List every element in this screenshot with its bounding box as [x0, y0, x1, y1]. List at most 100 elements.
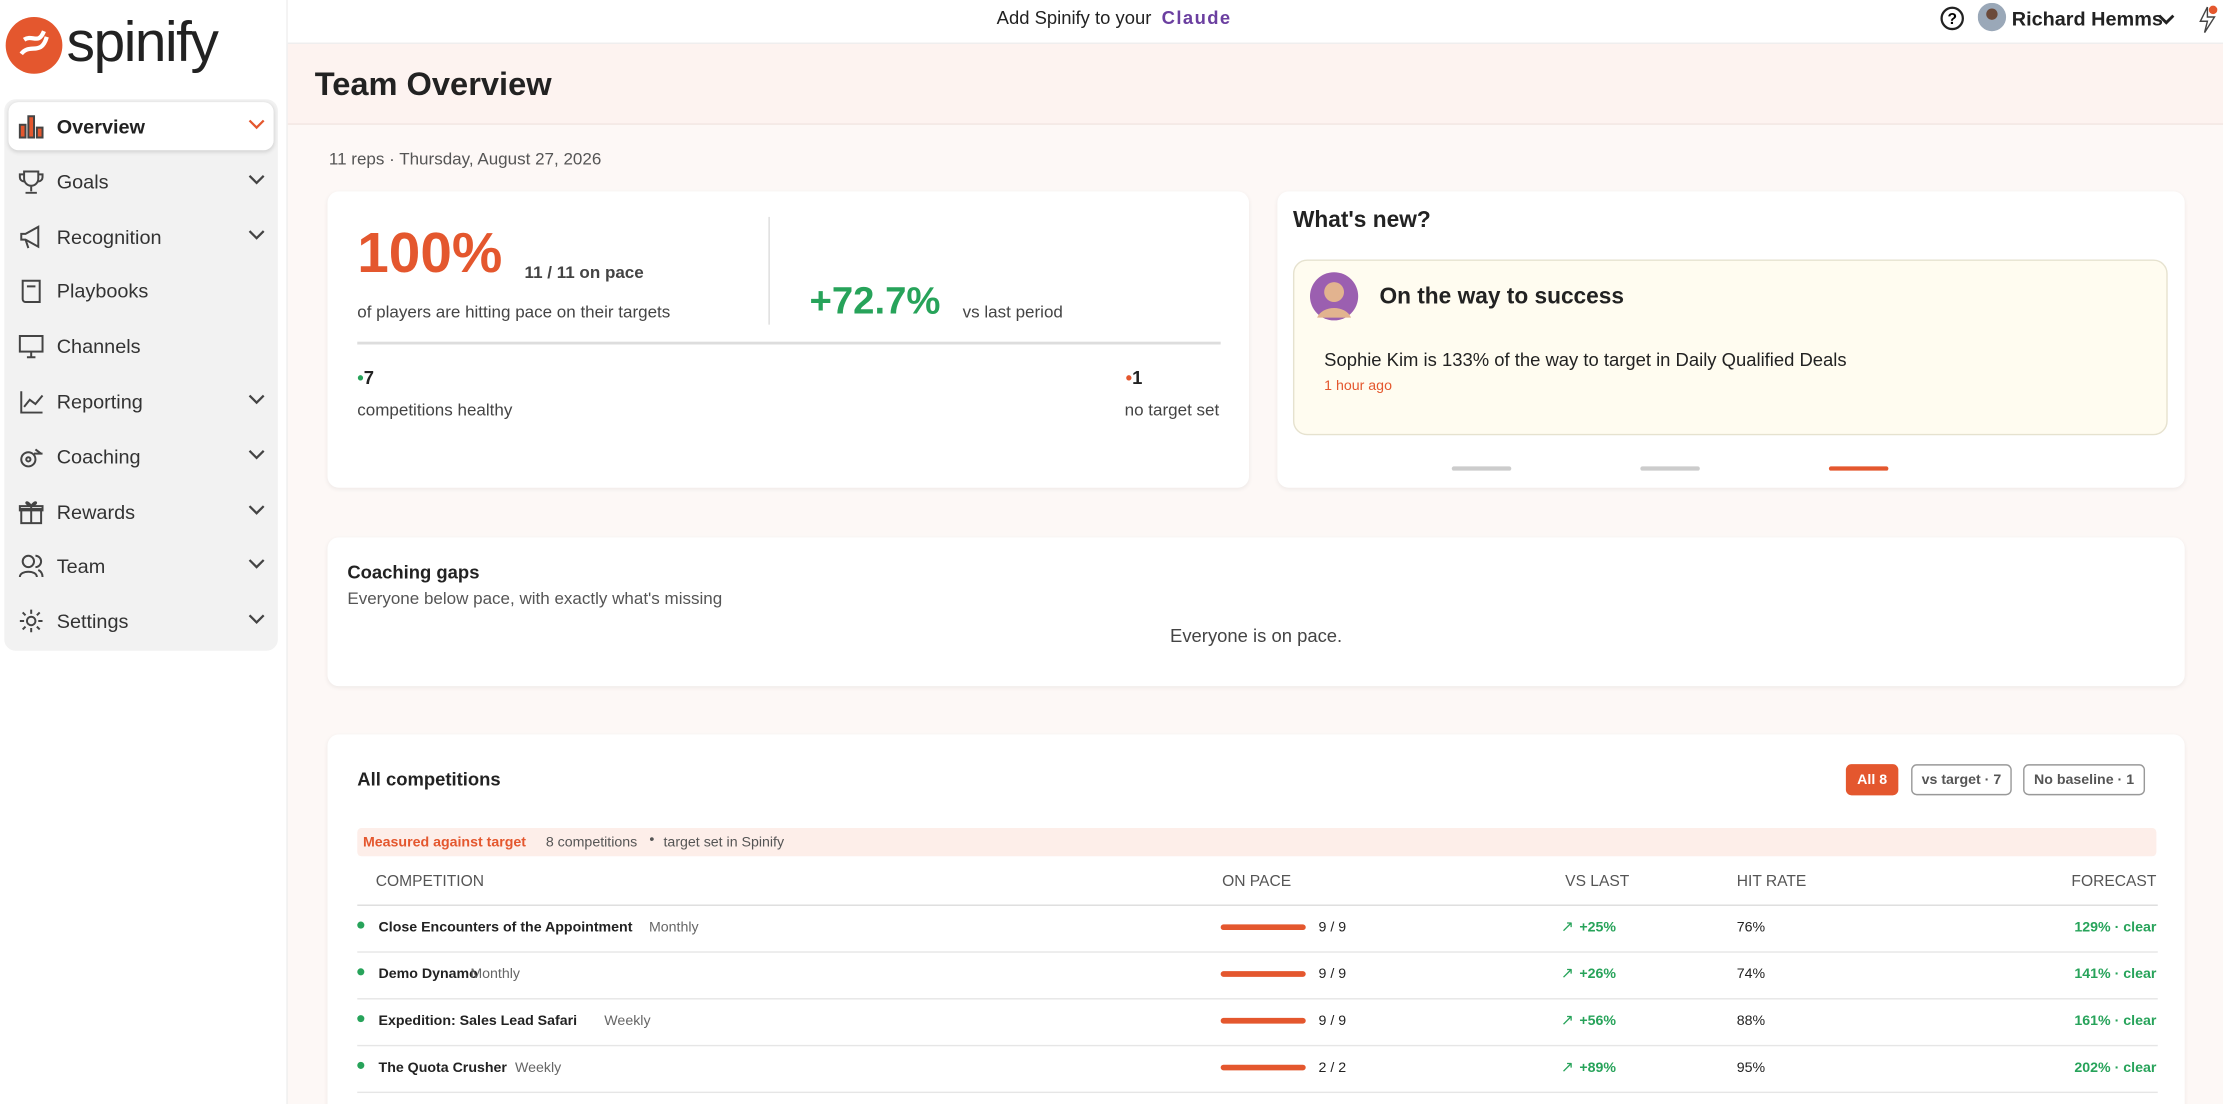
- nav-label: Overview: [56, 114, 145, 138]
- chevron: [248, 174, 265, 185]
- news-title: On the way to success: [1379, 284, 1625, 310]
- group-header: Measured against target 8 competitions •…: [357, 827, 2157, 857]
- competitions-card: [327, 734, 2185, 1104]
- table-row[interactable]: The Quota Crusher Weekly 2 / 2 ↗ +89% 95% 202%…: [357, 1045, 2158, 1094]
- chevron: [248, 559, 265, 570]
- trend-arrow: ↗: [1560, 1059, 1574, 1077]
- help-icon[interactable]: ?: [1939, 6, 1967, 34]
- nav-item[interactable]: Coaching: [9, 432, 274, 480]
- user-name[interactable]: Richard Hemms: [2011, 7, 2163, 30]
- no-target-count: •1: [1125, 367, 1143, 389]
- chevron: [248, 504, 265, 515]
- news-avatar: [1309, 272, 1359, 321]
- filter-pill[interactable]: No baseline · 1: [2023, 764, 2146, 796]
- title-bar: [287, 43, 2223, 125]
- nav-item[interactable]: Overview: [8, 102, 274, 151]
- vs-last: +26%: [1579, 966, 1617, 983]
- banner[interactable]: Add Spinify to your Claude: [997, 7, 1232, 28]
- nav-icon: [18, 170, 44, 194]
- competition-name: Demo Dynamo: [378, 966, 478, 983]
- vs-last: +89%: [1579, 1060, 1617, 1077]
- column-header: FORECAST: [2071, 873, 2157, 891]
- nav-item[interactable]: Team: [9, 542, 274, 590]
- column-header: COMPETITION: [375, 873, 484, 891]
- hit-rate: 74%: [1736, 966, 1766, 983]
- table-row[interactable]: Demo Dynamo Monthly 9 / 9 ↗ +26% 74% 141% · cl…: [357, 951, 2158, 1000]
- nav-label: Goals: [56, 169, 109, 193]
- column-header: VS LAST: [1565, 873, 1630, 891]
- rule: [357, 341, 1221, 345]
- forecast: 141% · clear: [2074, 966, 2157, 983]
- competition-period: Monthly: [648, 920, 699, 936]
- banner-link[interactable]: Claude: [1161, 7, 1232, 29]
- nav-item[interactable]: Rewards: [9, 487, 274, 535]
- competition-name: Expedition: Sales Lead Safari: [378, 1013, 578, 1030]
- user-chevron[interactable]: [2156, 11, 2176, 28]
- no-target-value: 1: [1132, 367, 1143, 389]
- forecast: 129% · clear: [2074, 920, 2157, 936]
- nav-icon: [18, 115, 44, 139]
- carousel-dot[interactable]: [1640, 466, 1700, 471]
- chevron: [248, 614, 265, 625]
- caption: of players are hitting pace on their tar…: [357, 301, 671, 322]
- competitions-title: All competitions: [357, 768, 501, 790]
- brand: spinify: [66, 11, 219, 74]
- pace-bar: [1220, 924, 1306, 931]
- nav-label: Playbooks: [56, 279, 149, 303]
- table-row[interactable]: Close Encounters of the Appointment Month…: [357, 905, 2158, 953]
- status-dot: [357, 968, 365, 976]
- on-pace: 9 / 9: [1318, 966, 1347, 983]
- nav-icon: [18, 555, 44, 578]
- news-time: 1 hour ago: [1324, 378, 1392, 395]
- nav-item[interactable]: Playbooks: [9, 267, 274, 315]
- on-pace: 9 / 9: [1318, 1013, 1347, 1030]
- healthy-count: •7: [357, 367, 374, 389]
- nav-label: Reporting: [56, 389, 143, 413]
- group-count: 8 competitions: [545, 835, 638, 851]
- sidebar: spinify Overview Goals Recognition Playbook…: [0, 0, 288, 1104]
- bolt-icon[interactable]: [2195, 4, 2221, 35]
- divider: [768, 216, 770, 325]
- no-target-label: no target set: [1124, 399, 1220, 420]
- nav-label: Rewards: [56, 499, 136, 523]
- change-caption: vs last period: [962, 301, 1063, 322]
- nav-item[interactable]: Reporting: [9, 377, 274, 425]
- filter-pill[interactable]: All 8: [1845, 764, 1899, 796]
- competition-name: Close Encounters of the Appointment: [378, 920, 633, 936]
- vs-last: +56%: [1579, 1013, 1617, 1030]
- nav-label: Team: [56, 554, 106, 578]
- on-pace: 11 / 11 on pace: [524, 262, 644, 283]
- trend-arrow: ↗: [1560, 965, 1574, 983]
- nav-item[interactable]: Settings: [9, 597, 274, 645]
- competition-name: The Quota Crusher: [378, 1060, 507, 1077]
- header-rule: [357, 904, 2158, 906]
- coaching-subtitle: Everyone below pace, with exactly what's…: [347, 588, 723, 609]
- carousel-dot[interactable]: [1828, 466, 1889, 471]
- chevron: [248, 449, 265, 460]
- nav-icon: [18, 335, 44, 359]
- percent: 100%: [357, 222, 503, 285]
- summary-card: 100% 11 / 11 on pace of players are hitt…: [327, 191, 1250, 488]
- filter-pill[interactable]: vs target · 7: [1911, 764, 2012, 796]
- column-header: HIT RATE: [1736, 873, 1807, 891]
- nav-item[interactable]: Recognition: [9, 212, 274, 260]
- group-note: target set in Spinify: [663, 835, 785, 851]
- nav-label: Channels: [56, 334, 141, 358]
- news-card[interactable]: On the way to success Sophie Kim is 133%…: [1292, 259, 2168, 436]
- coaching-empty: Everyone is on pace.: [1170, 625, 1343, 647]
- hit-rate: 95%: [1736, 1060, 1766, 1077]
- status-dot: [357, 1061, 365, 1069]
- table-row[interactable]: Expedition: Sales Lead Safari Weekly 9 / 9…: [357, 998, 2158, 1047]
- top-bar: Add Spinify to your Claude ? Richard Hem…: [287, 0, 2223, 44]
- nav-icon: [20, 391, 44, 414]
- nav-item[interactable]: Goals: [9, 157, 274, 205]
- news-text: Sophie Kim is 133% of the way to target …: [1324, 348, 1847, 371]
- avatar[interactable]: [1977, 2, 2009, 34]
- nav-group: [4, 99, 278, 651]
- chevron: [248, 394, 265, 405]
- hit-rate: 88%: [1736, 1013, 1766, 1030]
- nav-item[interactable]: Channels: [9, 322, 274, 370]
- carousel-dot[interactable]: [1451, 466, 1512, 471]
- status-dot: [357, 1015, 365, 1023]
